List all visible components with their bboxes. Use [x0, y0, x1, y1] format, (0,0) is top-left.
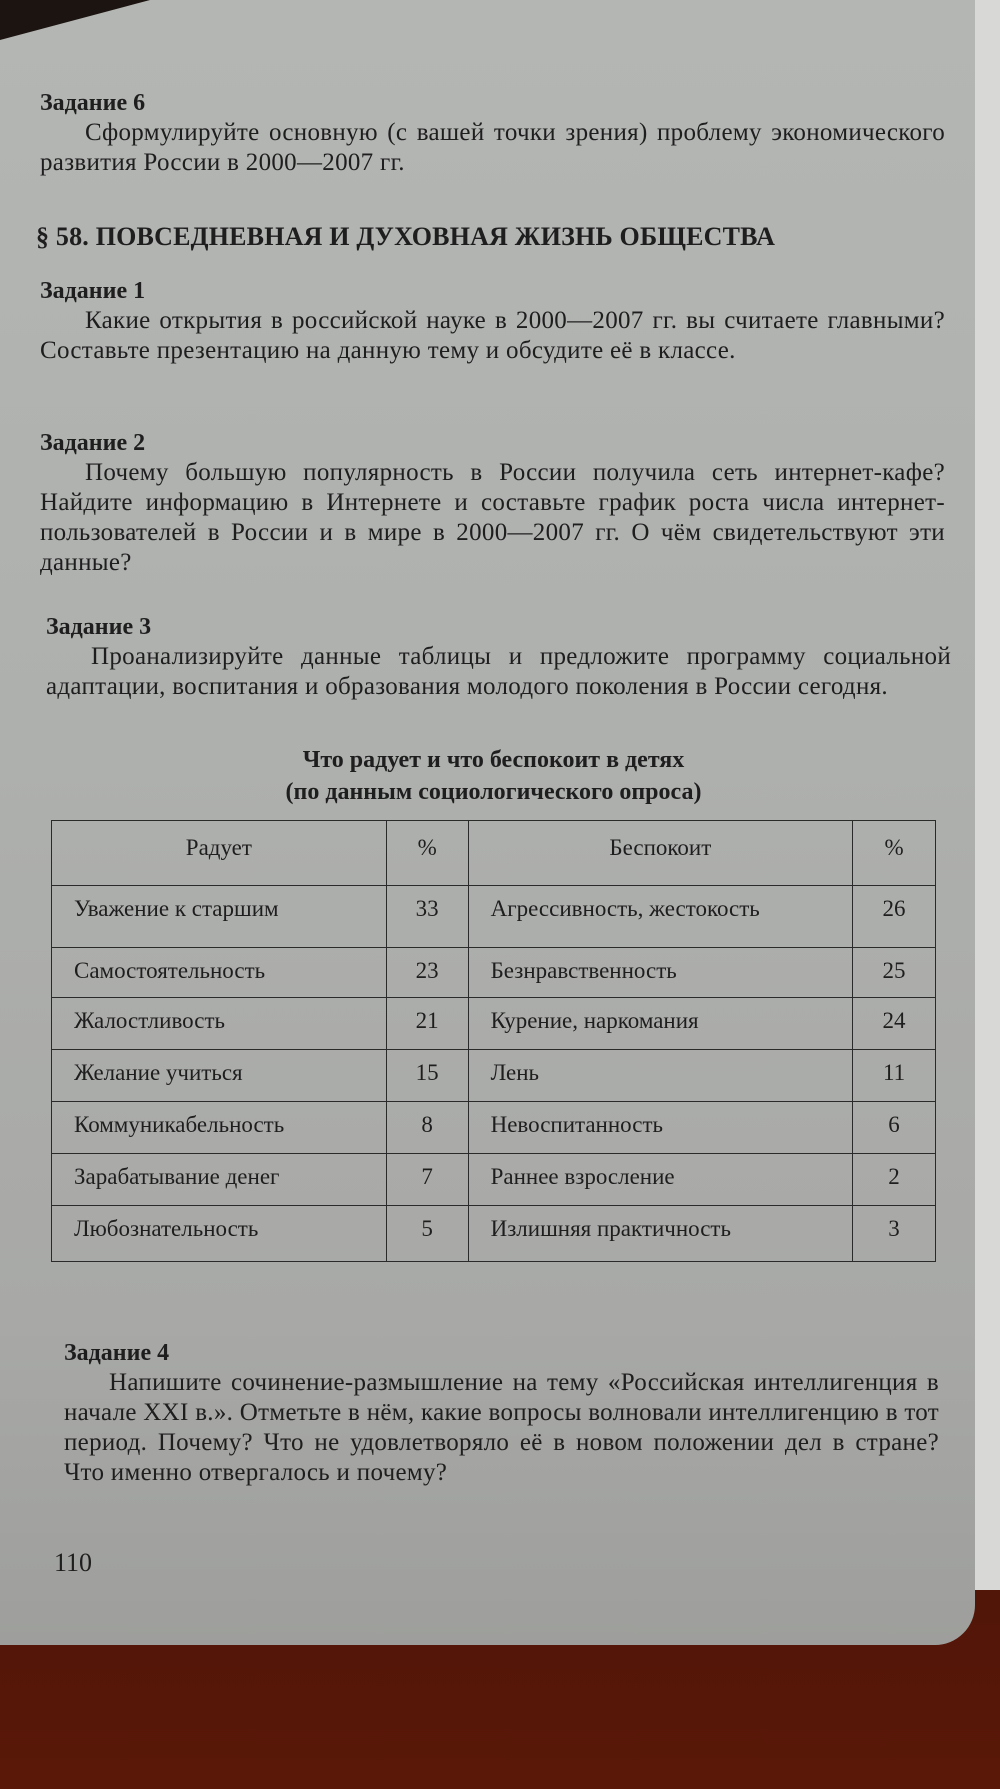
- percent-cell: 3: [852, 1205, 936, 1262]
- task-heading: Задание 2: [40, 430, 146, 456]
- percent-cell: 24: [852, 997, 936, 1050]
- worries-cell: Раннее взросление: [467, 1153, 854, 1206]
- task-text: Напишите сочинение-размышление на тему «…: [64, 1369, 939, 1486]
- book-page: Задание 6 Сформулируйте основную (с ваше…: [0, 0, 975, 1645]
- percent-cell: 11: [852, 1049, 936, 1102]
- table-subtitle: (по данным социологического опроса): [285, 779, 702, 805]
- table-row: Самостоятельность 23 Безнравственность 25: [51, 947, 936, 998]
- section-title: § 58. ПОВСЕДНЕВНАЯ И ДУХОВНАЯ ЖИЗНЬ ОБЩЕ…: [36, 222, 776, 251]
- task-text: Почему большую популярность в России пол…: [40, 459, 945, 576]
- table-header-row: Радует % Беспокоит %: [51, 820, 936, 886]
- percent-cell: 7: [385, 1153, 469, 1206]
- column-header: Беспокоит: [467, 820, 854, 886]
- pleases-cell: Зарабатывание денег: [51, 1153, 387, 1206]
- percent-cell: 21: [385, 997, 469, 1050]
- survey-table: Радует % Беспокоит % Уважение к старшим 3…: [51, 820, 936, 1262]
- percent-cell: 23: [385, 947, 469, 998]
- table-row: Желание учиться 15 Лень 11: [51, 1049, 936, 1102]
- task-heading: Задание 6: [40, 90, 146, 116]
- page-number: 110: [54, 1548, 93, 1577]
- task-3: Задание 3 Проанализируйте данные таблицы…: [46, 612, 951, 702]
- task-heading: Задание 3: [46, 614, 152, 640]
- table-title: Что радует и что беспокоит в детях: [302, 747, 685, 773]
- next-page-edge: [975, 0, 1000, 1590]
- pleases-cell: Желание учиться: [51, 1049, 387, 1102]
- percent-cell: 25: [852, 947, 936, 998]
- task-1: Задание 1 Какие открытия в российской на…: [40, 276, 945, 366]
- worries-cell: Излишняя практичность: [467, 1205, 854, 1262]
- table-row: Уважение к старшим 33 Агрессивность, жесто…: [51, 885, 936, 948]
- percent-cell: 33: [385, 885, 469, 948]
- pleases-cell: Любознательность: [51, 1205, 387, 1262]
- percent-cell: 5: [385, 1205, 469, 1262]
- column-header: Радует: [51, 820, 387, 886]
- task-4: Задание 4 Напишите сочинение-размышление…: [64, 1338, 939, 1488]
- task-6: Задание 6 Сформулируйте основную (с ваше…: [40, 88, 945, 178]
- percent-cell: 26: [852, 885, 936, 948]
- pleases-cell: Жалостливость: [51, 997, 387, 1050]
- task-heading: Задание 1: [40, 278, 146, 304]
- worries-cell: Невоспитанность: [467, 1101, 854, 1154]
- table-row: Зарабатывание денег 7 Раннее взросление 2: [51, 1153, 936, 1206]
- task-text: Какие открытия в российской науке в 2000…: [40, 307, 945, 364]
- worries-cell: Агрессивность, жестокость: [467, 885, 854, 948]
- task-heading: Задание 4: [64, 1340, 170, 1366]
- column-header: %: [385, 820, 469, 886]
- percent-cell: 8: [385, 1101, 469, 1154]
- task-text: Сформулируйте основную (с вашей точки зр…: [40, 119, 945, 176]
- worries-cell: Безнравственность: [467, 947, 854, 998]
- pleases-cell: Самостоятельность: [51, 947, 387, 998]
- worries-cell: Курение, наркомания: [467, 997, 854, 1050]
- task-2: Задание 2 Почему большую популярность в …: [40, 428, 945, 578]
- worries-cell: Лень: [467, 1049, 854, 1102]
- column-header: %: [852, 820, 936, 886]
- table-row: Коммуникабельность 8 Невоспитанность 6: [51, 1101, 936, 1154]
- table-row: Жалостливость 21 Курение, наркомания 24: [51, 997, 936, 1050]
- percent-cell: 6: [852, 1101, 936, 1154]
- pleases-cell: Уважение к старшим: [51, 885, 387, 948]
- percent-cell: 2: [852, 1153, 936, 1206]
- background-corner: [0, 0, 150, 40]
- percent-cell: 15: [385, 1049, 469, 1102]
- table-row: Любознательность 5 Излишняя практичность 3: [51, 1205, 936, 1262]
- pleases-cell: Коммуникабельность: [51, 1101, 387, 1154]
- task-text: Проанализируйте данные таблицы и предлож…: [46, 643, 951, 700]
